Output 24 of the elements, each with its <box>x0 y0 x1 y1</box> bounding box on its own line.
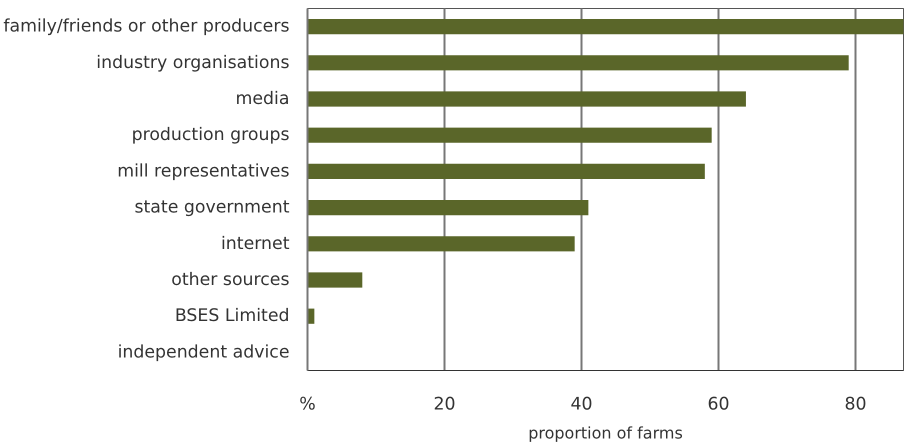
bar <box>308 272 362 288</box>
bar <box>308 19 904 34</box>
bar <box>308 128 712 143</box>
y-tick-label: family/friends or other producers <box>3 16 290 37</box>
y-tick-label: production groups <box>132 125 290 146</box>
y-tick-label: other sources <box>171 270 290 290</box>
bar <box>308 55 849 70</box>
y-tick-label: mill representatives <box>117 161 290 182</box>
y-tick-label: internet <box>220 234 290 254</box>
x-tick-label: 80 <box>844 394 867 414</box>
x-axis-title: proportion of farms <box>528 424 683 442</box>
y-tick-label: state government <box>134 198 290 218</box>
y-tick-label: industry organisations <box>96 52 290 73</box>
y-tick-label: independent advice <box>118 342 290 362</box>
x-tick-label: 20 <box>433 394 456 414</box>
bar <box>308 164 705 179</box>
y-tick-label: BSES Limited <box>174 306 290 326</box>
x-tick-label: 60 <box>708 394 730 414</box>
bar <box>308 236 575 252</box>
bar <box>308 200 588 216</box>
x-tick-label: 40 <box>570 394 593 414</box>
y-tick-label: media <box>236 89 290 109</box>
bar <box>308 91 746 107</box>
x-tick-label: % <box>299 394 316 414</box>
